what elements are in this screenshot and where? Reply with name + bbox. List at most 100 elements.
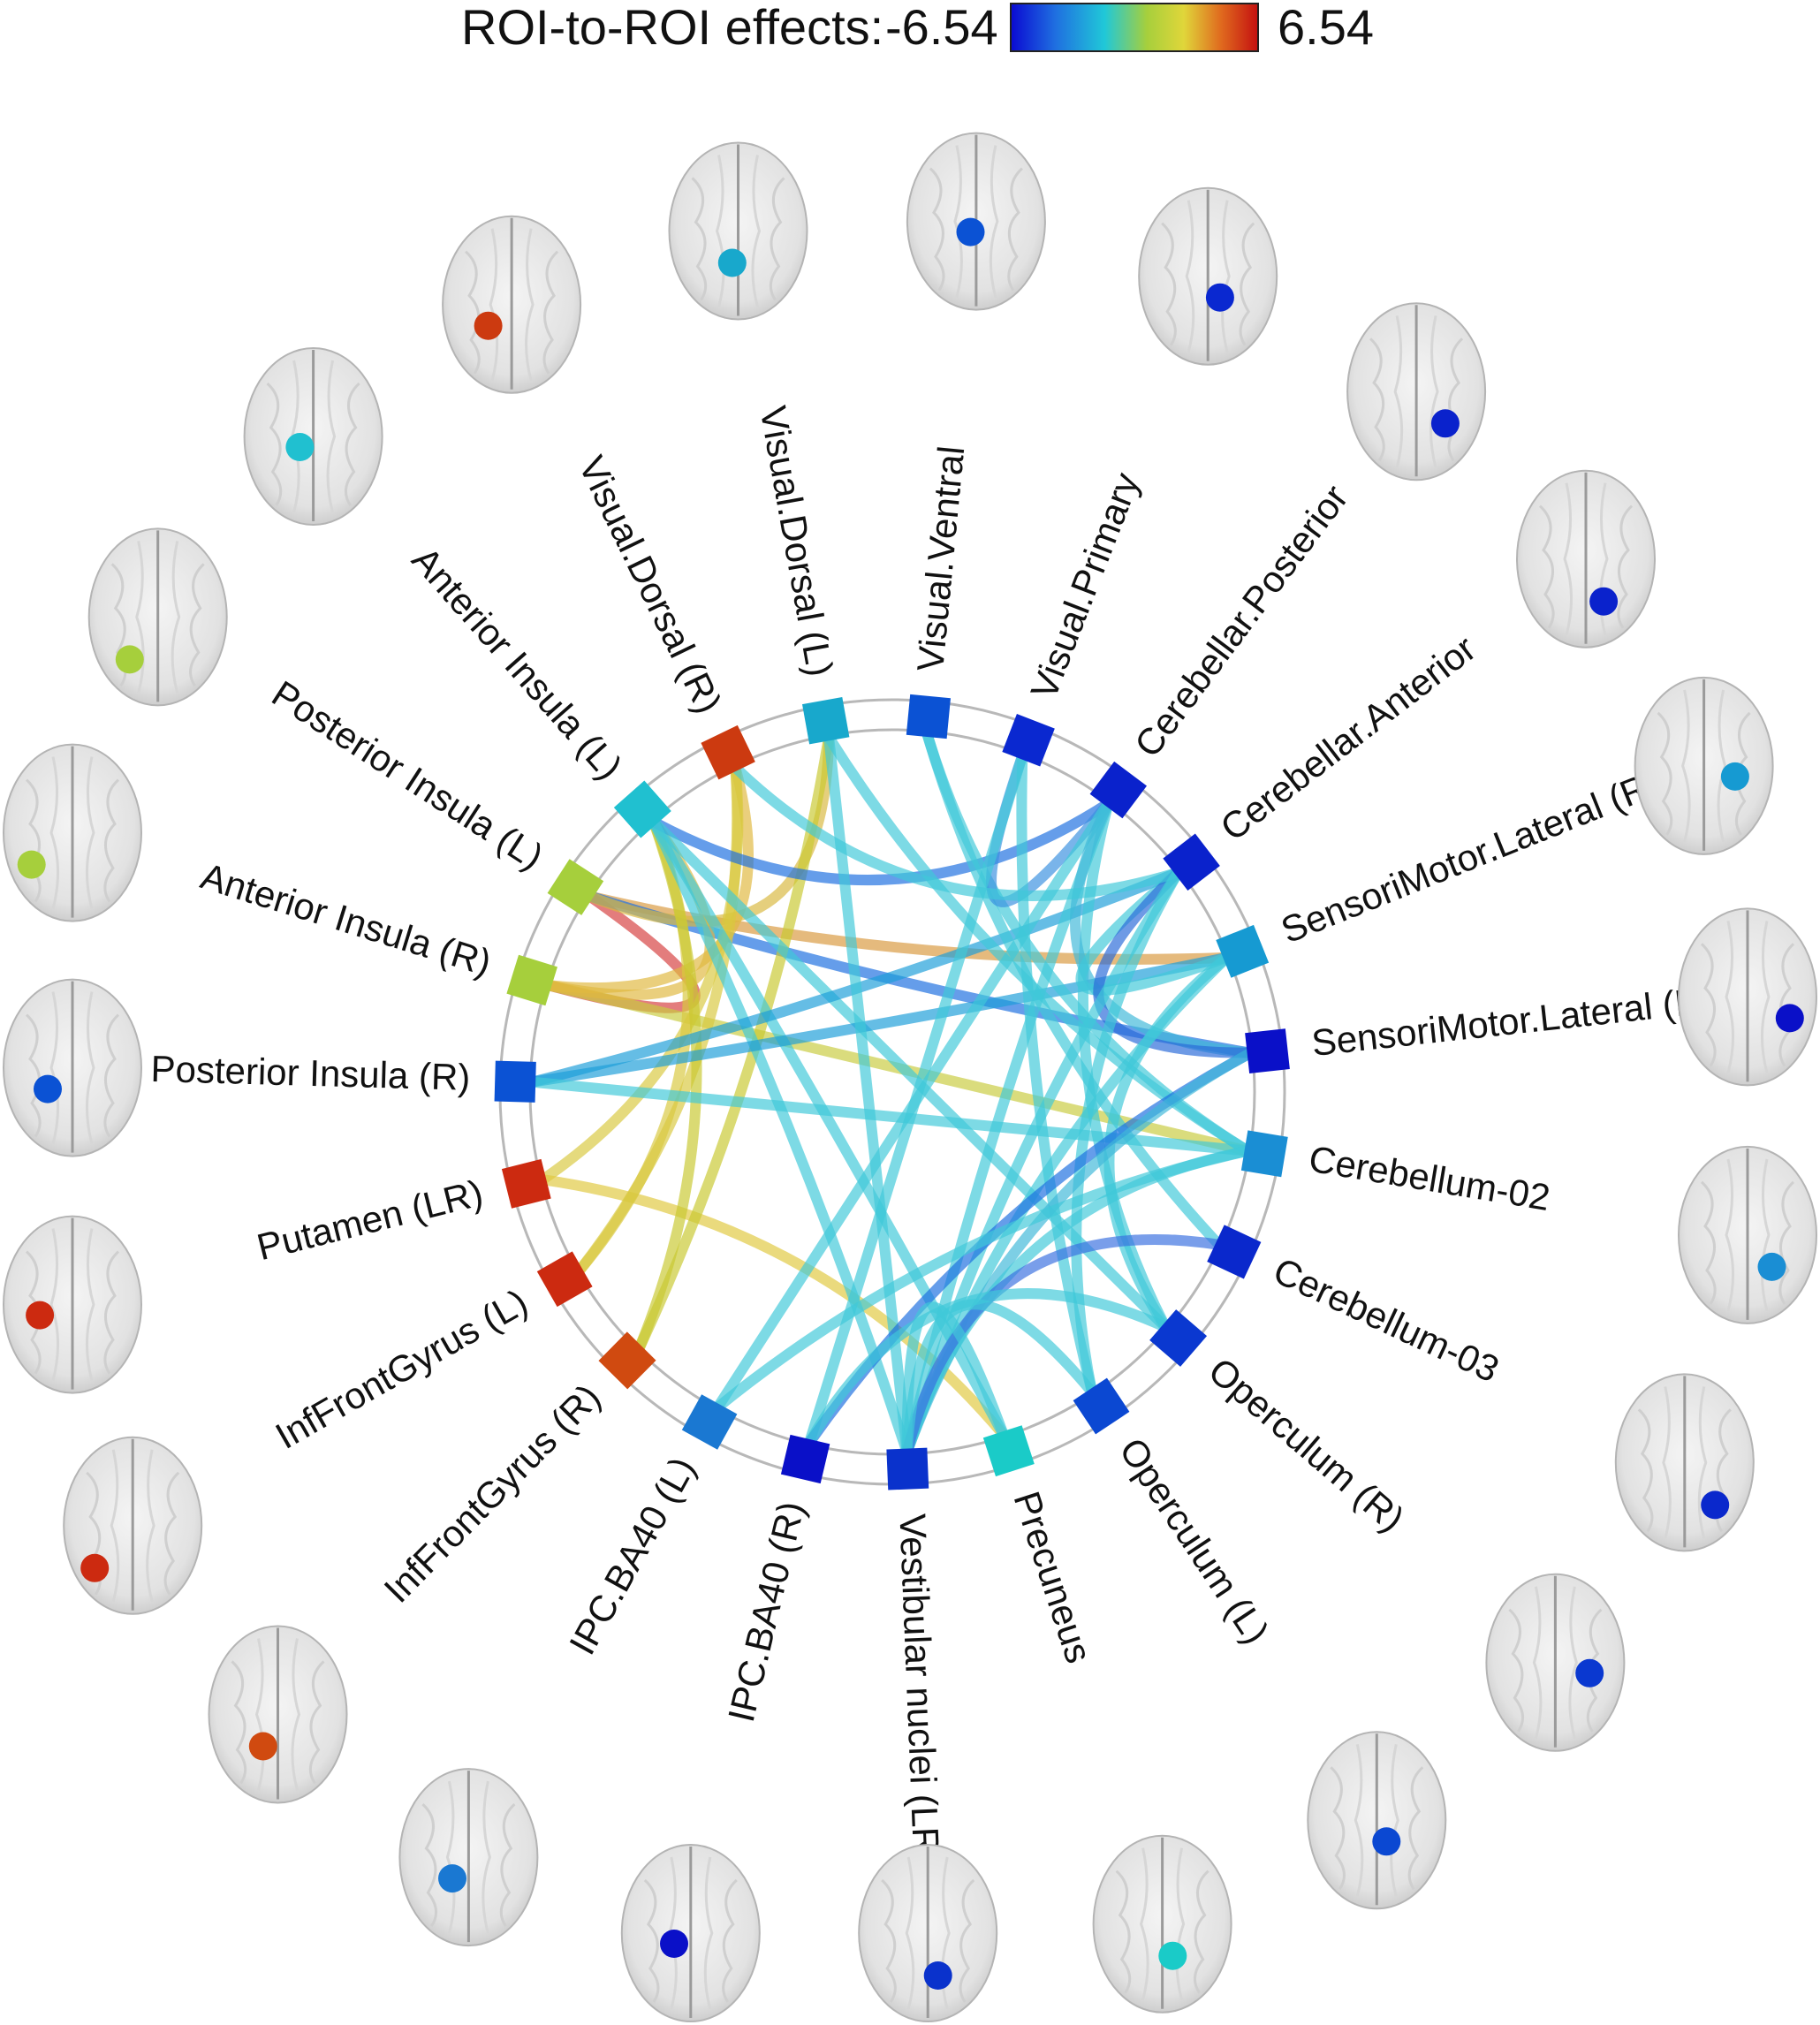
brain-sulcus bbox=[1369, 338, 1385, 462]
brain-thumbnail-putamen bbox=[3, 1215, 142, 1394]
roi-node-vis_dorsal_r[interactable] bbox=[701, 724, 755, 780]
roi-node-putamen[interactable] bbox=[501, 1158, 551, 1209]
brain-sulcus bbox=[499, 1802, 516, 1927]
brain-sulcus bbox=[1700, 943, 1717, 1067]
roi-marker-dot bbox=[923, 1961, 952, 1990]
connection-cereb_03-vestib bbox=[901, 1233, 1225, 1458]
brain-thumbnail-precuneus bbox=[1092, 1834, 1232, 2014]
roi-marker-dot bbox=[115, 645, 144, 674]
brain-sulcus bbox=[1140, 1847, 1149, 2001]
brain-sulcus bbox=[1637, 1408, 1654, 1533]
brain-sulcus bbox=[1354, 1743, 1364, 1897]
roi-node-sm_lat_l[interactable] bbox=[1245, 1028, 1290, 1073]
brain-sulcus bbox=[489, 228, 499, 382]
connection-sm_lat_r-operc_r bbox=[1103, 952, 1232, 1333]
roi-marker-dot bbox=[1775, 1004, 1804, 1033]
roi-node-post_ins_r[interactable] bbox=[494, 1060, 536, 1103]
brain-sulcus bbox=[929, 167, 945, 292]
roi-marker-dot bbox=[285, 433, 315, 461]
roi-node-vis_primary[interactable] bbox=[1002, 714, 1055, 767]
connection-precuneus-vestib bbox=[901, 1301, 1009, 1458]
brain-sulcus bbox=[163, 1471, 180, 1596]
brain-sulcus bbox=[959, 1878, 975, 2003]
connection-vis_ventral-cereb_03 bbox=[921, 727, 1225, 1250]
roi-label-operc_l: Operculum (L) bbox=[1111, 1430, 1278, 1651]
roi-node-vestib[interactable] bbox=[886, 1447, 929, 1490]
brain-sulcus bbox=[525, 228, 535, 382]
roi-node-post_ins_l[interactable] bbox=[547, 859, 604, 915]
roi-label-post_ins_r: Posterior Insula (R) bbox=[150, 1048, 471, 1098]
roi-node-ant_ins_l[interactable] bbox=[613, 780, 671, 838]
brain-sulcus bbox=[189, 563, 205, 687]
brain-thumbnail-cereb_ant bbox=[1516, 469, 1656, 648]
brain-thumbnail-ipc_l bbox=[398, 1768, 539, 1947]
brain-sulcus bbox=[1239, 222, 1255, 346]
brain-sulcus bbox=[1447, 338, 1464, 462]
brain-sulcus bbox=[266, 382, 283, 506]
roi-node-cereb_post[interactable] bbox=[1089, 761, 1147, 819]
connections-layer bbox=[527, 727, 1256, 1458]
connection-putamen-precuneus bbox=[537, 1174, 1009, 1441]
roi-label-ant_ins_r: Anterior Insula (R) bbox=[196, 855, 496, 984]
roi-node-operc_l[interactable] bbox=[1073, 1377, 1130, 1435]
brain-thumbnail-post_ins_r bbox=[3, 978, 142, 1157]
roi-label-ipc_l: IPC.BA40 (L) bbox=[561, 1450, 703, 1661]
brain-sulcus bbox=[1657, 711, 1673, 836]
brain-sulcus bbox=[86, 991, 95, 1144]
roi-node-sm_lat_r[interactable] bbox=[1216, 924, 1270, 978]
brain-sulcus bbox=[103, 778, 120, 903]
roi-label-ifg_l: InfFrontGyrus (L) bbox=[269, 1281, 535, 1457]
roi-node-vis_dorsal_l[interactable] bbox=[802, 697, 850, 745]
brain-sulcus bbox=[1407, 1766, 1424, 1891]
roi-label-putamen: Putamen (LR) bbox=[253, 1172, 487, 1268]
brain-sulcus bbox=[1538, 504, 1555, 629]
brain-thumbnail-ipc_r bbox=[620, 1844, 761, 2022]
legend-max-label: 6.54 bbox=[1278, 0, 1374, 55]
roi-marker-dot bbox=[26, 1301, 55, 1330]
roi-label-precuneus: Precuneus bbox=[1005, 1486, 1100, 1667]
roi-node-ant_ins_r[interactable] bbox=[506, 954, 557, 1006]
roi-label-vis_dorsal_l: Visual.Dorsal (L) bbox=[752, 403, 841, 679]
brain-sulcus bbox=[482, 1780, 491, 1934]
roi-label-post_ins_l: Posterior Insula (L) bbox=[265, 672, 550, 877]
brain-sulcus bbox=[722, 1878, 738, 2003]
brain-sulcus bbox=[1568, 1586, 1578, 1740]
roi-node-operc_r[interactable] bbox=[1149, 1309, 1208, 1367]
roi-label-vis_ventral: Visual.Ventral bbox=[909, 444, 972, 673]
roi-node-ipc_l[interactable] bbox=[681, 1394, 738, 1450]
roi-node-cereb_03[interactable] bbox=[1207, 1225, 1262, 1279]
roi-label-vestib: Vestibular nuclei (LR) bbox=[891, 1513, 947, 1868]
roi-node-cereb_ant[interactable] bbox=[1163, 833, 1220, 891]
roi-labels-layer: Visual.Ventral Visual.PrimaryCerebellar.P… bbox=[150, 403, 1710, 1867]
brain-sulcus bbox=[691, 177, 708, 301]
brain-sulcus bbox=[1221, 200, 1231, 353]
brain-sulcus bbox=[1532, 1586, 1543, 1740]
brain-sulcus bbox=[103, 1013, 120, 1138]
roi-node-cereb_02[interactable] bbox=[1240, 1130, 1288, 1178]
roi-node-ipc_r[interactable] bbox=[780, 1434, 830, 1484]
brain-sulcus bbox=[643, 1878, 660, 2003]
roi-node-precuneus[interactable] bbox=[982, 1425, 1035, 1477]
brain-sulcus bbox=[989, 145, 999, 298]
roi-node-vis_ventral[interactable] bbox=[906, 694, 951, 739]
brain-sulcus bbox=[881, 1878, 897, 2003]
roi-label-vis_primary: Visual.Primary bbox=[1022, 467, 1147, 705]
brain-thumbnail-ifg_l bbox=[63, 1436, 203, 1615]
brain-sulcus bbox=[1697, 1386, 1708, 1539]
brain-thumbnail-vis_primary bbox=[1138, 186, 1278, 366]
brain-thumbnail-vis_dorsal_r bbox=[442, 215, 582, 394]
brain-sulcus bbox=[231, 1660, 247, 1785]
brain-sulcus bbox=[1563, 482, 1573, 636]
connection-ant_ins_l-operc_r bbox=[648, 816, 1172, 1333]
brain-sulcus bbox=[254, 1638, 265, 1791]
brain-thumbnail-post_ins_l bbox=[87, 527, 228, 707]
brain-sulcus bbox=[49, 1228, 59, 1381]
roi-label-sm_lat_r: SensoriMotor.Lateral (R) bbox=[1275, 762, 1665, 951]
brain-thumbnail-sm_lat_l bbox=[1678, 907, 1817, 1087]
brain-sulcus bbox=[1662, 1386, 1672, 1539]
brain-sulcus bbox=[769, 177, 785, 301]
brain-thumbnail-ant_ins_l bbox=[243, 347, 383, 526]
roi-node-ifg_r[interactable] bbox=[598, 1331, 656, 1390]
roi-node-ifg_l[interactable] bbox=[536, 1251, 593, 1308]
brain-sulcus bbox=[1700, 1180, 1717, 1305]
